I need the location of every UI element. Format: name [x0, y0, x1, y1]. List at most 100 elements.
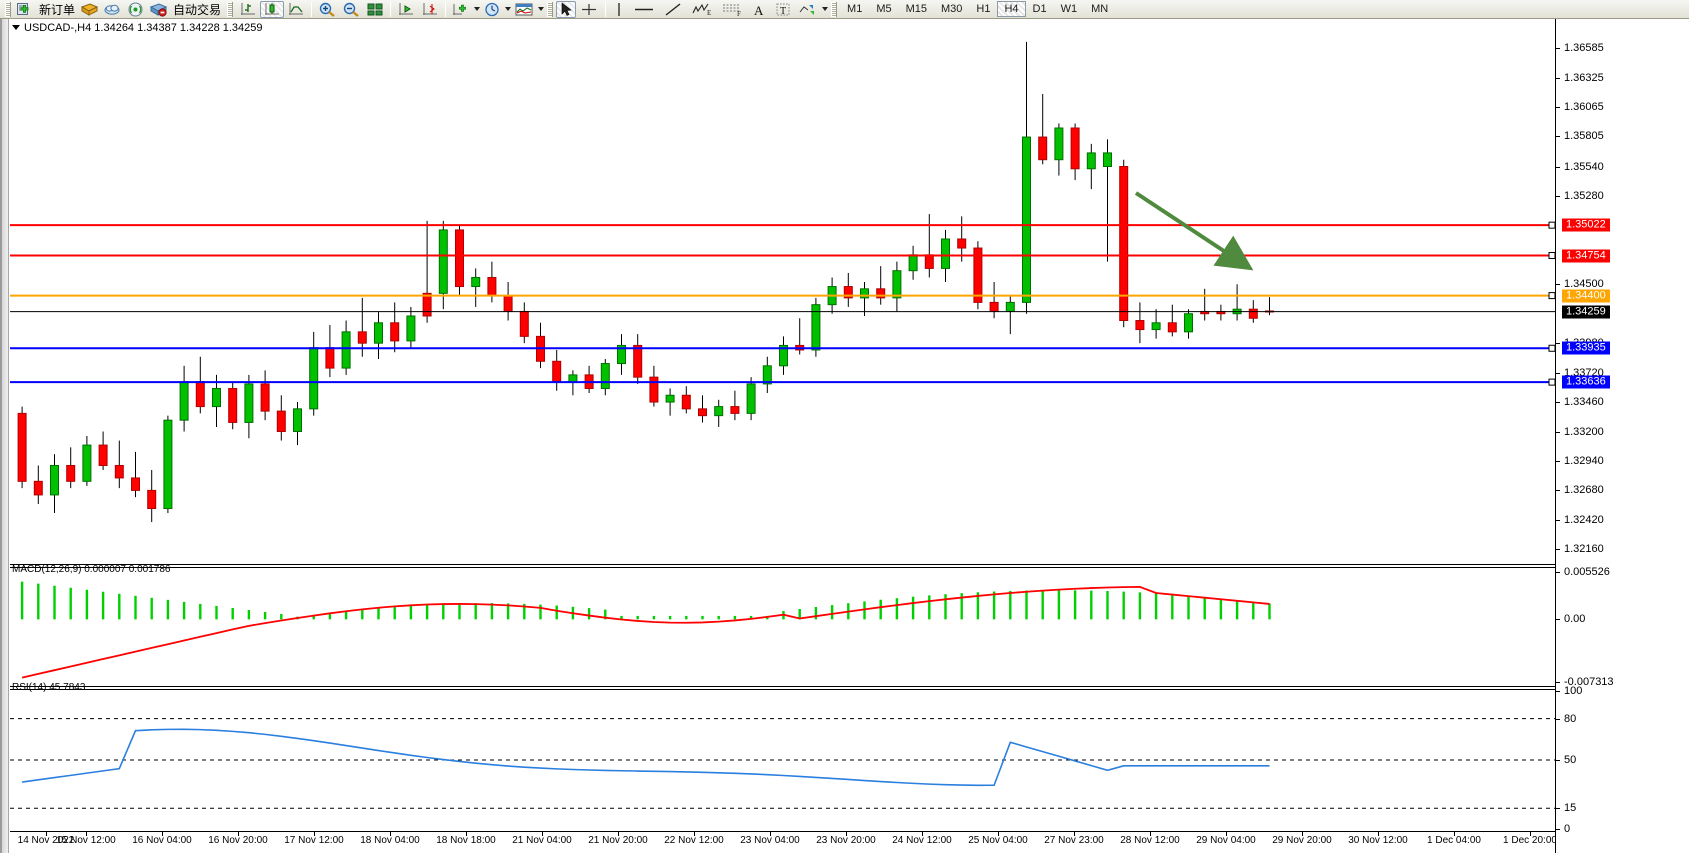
toolbar-grip-3[interactable]: [547, 1, 554, 17]
periods-dropdown-arrow[interactable]: [505, 7, 512, 11]
price-tag-support-1[interactable]: 1.33935: [1562, 341, 1610, 355]
time-axis-tick: [770, 832, 771, 836]
autotrade-icon[interactable]: [147, 1, 170, 18]
drawing-tools-dropdown-arrow[interactable]: [822, 7, 829, 11]
price-macd-separator: [10, 564, 1555, 565]
new-order-label[interactable]: 新订单: [39, 2, 76, 17]
svg-text:F: F: [737, 10, 741, 17]
cursor-icon[interactable]: [556, 0, 577, 18]
axis-tick: [1556, 402, 1560, 404]
macd-label: MACD(12,26,9) 0.000007 0.001786: [12, 564, 171, 575]
candle-body: [422, 292, 432, 317]
auto-trading-label[interactable]: 自动交易: [173, 2, 222, 17]
templates-icon[interactable]: [511, 1, 537, 18]
axis-tick: [1556, 107, 1560, 109]
rsi-panel[interactable]: [10, 691, 1555, 829]
price-tag-current-price[interactable]: 1.34259: [1562, 305, 1610, 319]
timeframe-mn[interactable]: MN: [1091, 3, 1109, 15]
crosshair-icon[interactable]: [576, 1, 602, 18]
timeframe-m15[interactable]: M15: [905, 3, 927, 15]
auto-scroll-icon[interactable]: [418, 1, 442, 18]
macd-histogram-bar: [879, 599, 882, 620]
horizontal-line-icon[interactable]: [629, 1, 659, 18]
toolbar-grip-4[interactable]: [831, 1, 838, 17]
periods-icon[interactable]: [480, 1, 504, 18]
elliott-wave-icon[interactable]: E: [687, 1, 717, 18]
macd-panel[interactable]: [10, 572, 1555, 682]
timeframe-h1[interactable]: H1: [976, 3, 991, 15]
drawing-tools-icon[interactable]: [795, 1, 821, 18]
candle-body: [163, 419, 173, 510]
candle-body: [1151, 322, 1161, 331]
cloud-icon[interactable]: [101, 1, 124, 18]
price-tag-support-2[interactable]: 1.33636: [1562, 375, 1610, 389]
down-trend-arrow[interactable]: [1130, 187, 1260, 277]
zoom-out-icon[interactable]: [339, 1, 363, 18]
chart-window[interactable]: USDCAD-,H4 1.34264 1.34387 1.34228 1.342…: [0, 19, 1689, 853]
candle-body: [843, 286, 853, 299]
candle-body: [1070, 127, 1080, 170]
candlestick-chart-icon[interactable]: [260, 0, 285, 18]
indicators-dropdown-arrow[interactable]: [474, 7, 481, 11]
timeframe-d1[interactable]: D1: [1032, 3, 1047, 15]
trendline-icon[interactable]: [659, 1, 687, 18]
macd-histogram-bar: [1268, 603, 1271, 620]
time-axis-tick: [694, 832, 695, 836]
macd-histogram-bar: [393, 606, 396, 620]
macd-histogram-bar: [150, 597, 153, 620]
price-tag-pivot[interactable]: 1.34400: [1562, 289, 1610, 303]
candle-body: [973, 247, 983, 303]
new-order-icon[interactable]: [14, 1, 36, 18]
tile-windows-icon[interactable]: [363, 1, 387, 18]
time-axis-label: 18 Nov 18:00: [436, 835, 496, 846]
macd-histogram-bar: [37, 583, 40, 620]
toolbar-grip-2[interactable]: [227, 1, 234, 17]
macd-axis-label: 0.005526: [1564, 566, 1610, 578]
indicators-icon[interactable]: [449, 1, 473, 18]
price-tag-resistance-1[interactable]: 1.35022: [1562, 218, 1610, 232]
timeframe-m5[interactable]: M5: [876, 3, 892, 15]
price-panel[interactable]: [10, 34, 1555, 564]
candle-body: [957, 238, 967, 249]
wallet-icon[interactable]: [78, 1, 101, 18]
vertical-line-icon[interactable]: [609, 1, 629, 18]
macd-histogram-bar: [20, 581, 24, 620]
timeframe-m1[interactable]: M1: [847, 3, 863, 15]
macd-rsi-separator: [10, 686, 1555, 687]
time-axis-label: 21 Nov 04:00: [512, 835, 572, 846]
axis-price-label: 1.36325: [1564, 71, 1604, 84]
text-label-icon[interactable]: T: [771, 1, 795, 18]
candle-body: [1248, 308, 1258, 319]
macd-histogram-bar: [668, 615, 672, 620]
chart-shift-icon[interactable]: [394, 1, 418, 18]
macd-histogram-bar: [1122, 591, 1125, 620]
toolbar-grip[interactable]: [5, 1, 11, 17]
price-axis[interactable]: 1.36585 1.36325 1.36065 1.35805 1.35540 1.352…: [1555, 19, 1689, 853]
timeframe-m30[interactable]: M30: [941, 3, 963, 15]
timeframe-h4[interactable]: H4: [997, 1, 1026, 17]
time-axis-label: 15 Nov 12:00: [56, 835, 116, 846]
price-tag-resistance-2[interactable]: 1.34754: [1562, 249, 1610, 262]
templates-dropdown-arrow[interactable]: [538, 7, 545, 11]
axis-price-label: 1.35280: [1564, 189, 1604, 202]
candle-body: [762, 365, 772, 385]
text-icon[interactable]: A: [747, 1, 771, 18]
macd-histogram-bar: [539, 604, 542, 620]
time-axis-label: 27 Nov 23:00: [1044, 835, 1104, 846]
svg-text:A: A: [754, 3, 764, 17]
bar-chart-icon[interactable]: [236, 1, 260, 18]
candle-body: [131, 477, 140, 491]
macd-histogram-bar: [1041, 590, 1044, 620]
level-handle: [1548, 378, 1555, 386]
signal-icon[interactable]: [124, 1, 147, 18]
macd-histogram-bar: [733, 615, 737, 620]
macd-histogram-bar: [377, 608, 380, 620]
macd-histogram-bar: [442, 603, 445, 620]
timeframe-w1[interactable]: W1: [1060, 3, 1078, 15]
fibonacci-icon[interactable]: F: [717, 1, 747, 18]
chart-menu-caret-icon[interactable]: [12, 25, 20, 30]
line-chart-icon[interactable]: [284, 1, 308, 18]
macd-histogram-bar: [409, 605, 413, 620]
zoom-in-icon[interactable]: [315, 1, 339, 18]
time-axis-label: 29 Nov 20:00: [1272, 835, 1332, 846]
